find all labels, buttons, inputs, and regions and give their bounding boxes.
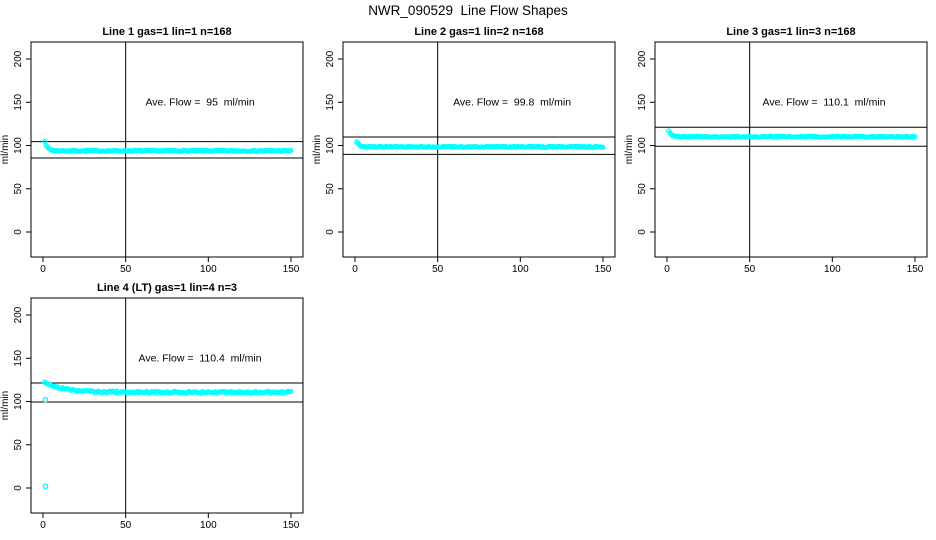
y-tick-label: 150 bbox=[325, 93, 336, 110]
data-point bbox=[288, 389, 294, 395]
subplot-line-4: Line 4 (LT) gas=1 lin=4 n=3 0 50 100 150 0 50 1… bbox=[0, 280, 312, 536]
x-tick-label: 150 bbox=[283, 520, 300, 531]
empty-cell bbox=[624, 280, 936, 536]
y-axis-title: ml/min bbox=[312, 135, 323, 164]
data-point bbox=[912, 133, 918, 140]
flow-annotation: Ave. Flow = 95 ml/min bbox=[145, 96, 254, 108]
plot-box bbox=[654, 41, 928, 258]
y-tick-label: 0 bbox=[325, 229, 336, 235]
plots-grid: Line 1 gas=1 lin=1 n=168 0 50 100 150 0 50 100 1… bbox=[0, 24, 936, 536]
y-tick-label: 100 bbox=[325, 137, 336, 154]
x-tick-label: 100 bbox=[824, 264, 841, 275]
data-series bbox=[666, 128, 918, 140]
outlier-point bbox=[42, 396, 49, 403]
subplot-title: Line 1 gas=1 lin=1 n=168 bbox=[102, 26, 231, 38]
flow-annotation: Ave. Flow = 110.4 ml/min bbox=[139, 352, 262, 364]
subplot-line-2: Line 2 gas=1 lin=2 n=168 0 50 100 150 0 50 100 1… bbox=[312, 24, 624, 280]
x-tick-label: 0 bbox=[352, 264, 358, 275]
subplot-line-3: Line 3 gas=1 lin=3 n=168 0 50 100 150 0 50 100 1… bbox=[624, 24, 936, 280]
y-tick-label: 200 bbox=[13, 306, 24, 323]
subplot-svg: Line 3 gas=1 lin=3 n=168 0 50 100 150 0 50 100 1… bbox=[624, 26, 928, 275]
data-point bbox=[288, 147, 294, 153]
y-tick-label: 50 bbox=[13, 439, 24, 451]
x-tick-label: 50 bbox=[120, 264, 132, 275]
plot-box bbox=[30, 297, 304, 514]
y-tick-label: 150 bbox=[637, 93, 648, 110]
y-axis-title: ml/min bbox=[0, 391, 11, 420]
y-tick-label: 50 bbox=[325, 183, 336, 195]
data-series bbox=[42, 138, 294, 155]
x-tick-label: 0 bbox=[664, 264, 670, 275]
x-tick-label: 50 bbox=[432, 264, 444, 275]
empty-cell bbox=[312, 280, 624, 536]
y-tick-label: 100 bbox=[13, 137, 24, 154]
data-point bbox=[42, 138, 48, 144]
x-tick-label: 100 bbox=[200, 264, 217, 275]
y-tick-label: 0 bbox=[13, 485, 24, 491]
x-tick-label: 150 bbox=[283, 264, 300, 275]
y-tick-label: 200 bbox=[325, 50, 336, 67]
y-tick-label: 100 bbox=[637, 137, 648, 154]
y-tick-label: 150 bbox=[13, 93, 24, 110]
flow-annotation: Ave. Flow = 99.8 ml/min bbox=[453, 96, 571, 108]
y-axis-title: ml/min bbox=[0, 135, 11, 164]
x-tick-label: 150 bbox=[907, 264, 924, 275]
y-axis-title: ml/min bbox=[624, 135, 635, 164]
plot-box bbox=[342, 41, 616, 258]
y-tick-label: 50 bbox=[637, 183, 648, 195]
flow-annotation: Ave. Flow = 110.1 ml/min bbox=[763, 96, 886, 108]
x-tick-label: 100 bbox=[512, 264, 529, 275]
subplot-title: Line 3 gas=1 lin=3 n=168 bbox=[726, 26, 855, 38]
data-point bbox=[600, 144, 606, 150]
y-tick-label: 200 bbox=[637, 50, 648, 67]
outlier-point bbox=[42, 483, 49, 490]
y-tick-label: 150 bbox=[13, 349, 24, 366]
y-tick-label: 50 bbox=[13, 183, 24, 195]
y-tick-label: 0 bbox=[637, 229, 648, 235]
x-tick-label: 0 bbox=[40, 264, 46, 275]
x-tick-label: 50 bbox=[120, 520, 132, 531]
plot-box bbox=[30, 41, 304, 258]
x-tick-label: 0 bbox=[40, 520, 46, 531]
data-series bbox=[354, 139, 606, 151]
y-tick-label: 0 bbox=[13, 229, 24, 235]
subplot-line-1: Line 1 gas=1 lin=1 n=168 0 50 100 150 0 50 100 1… bbox=[0, 24, 312, 280]
subplot-svg: Line 1 gas=1 lin=1 n=168 0 50 100 150 0 50 100 1… bbox=[0, 26, 304, 275]
page-title: NWR_090529 Line Flow Shapes bbox=[368, 3, 568, 18]
subplot-svg: Line 4 (LT) gas=1 lin=4 n=3 0 50 100 150 0 50 1… bbox=[0, 282, 304, 531]
x-tick-label: 50 bbox=[744, 264, 756, 275]
x-tick-label: 100 bbox=[200, 520, 217, 531]
y-tick-label: 200 bbox=[13, 50, 24, 67]
data-series bbox=[42, 379, 294, 490]
y-tick-label: 100 bbox=[13, 393, 24, 410]
x-tick-label: 150 bbox=[595, 264, 612, 275]
subplot-svg: Line 2 gas=1 lin=2 n=168 0 50 100 150 0 50 100 1… bbox=[312, 26, 616, 275]
subplot-title: Line 4 (LT) gas=1 lin=4 n=3 bbox=[97, 282, 237, 294]
subplot-title: Line 2 gas=1 lin=2 n=168 bbox=[414, 26, 543, 38]
